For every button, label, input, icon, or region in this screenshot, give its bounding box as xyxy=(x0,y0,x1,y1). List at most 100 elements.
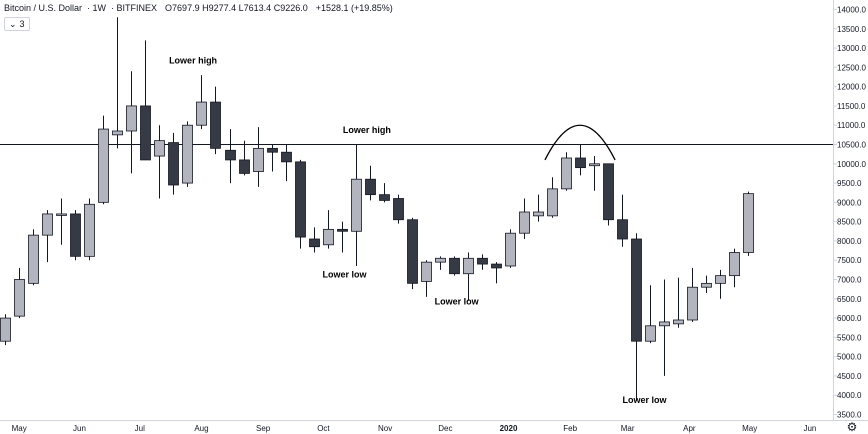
candle[interactable] xyxy=(267,144,278,172)
y-tick-label: 11500.0 xyxy=(837,102,866,111)
candle-body-up xyxy=(182,124,193,184)
candle[interactable] xyxy=(351,144,362,267)
x-tick-label: May xyxy=(742,424,757,433)
legend-ohlc: O7697.9 H9277.4 L7613.4 C9226.0 xyxy=(165,3,308,13)
candle[interactable] xyxy=(729,248,740,288)
candle[interactable] xyxy=(715,269,726,299)
candle[interactable] xyxy=(407,217,418,290)
candle[interactable] xyxy=(168,132,179,195)
rounded-top-arc[interactable] xyxy=(544,124,616,161)
candle[interactable] xyxy=(295,159,306,249)
candle[interactable] xyxy=(210,86,221,155)
candle-body-up xyxy=(729,252,740,277)
candle[interactable] xyxy=(365,165,376,201)
x-tick-label: Nov xyxy=(378,424,392,433)
legend-close: C9226.0 xyxy=(273,3,308,13)
candle-body-up xyxy=(126,105,137,132)
plot-area[interactable] xyxy=(0,17,833,401)
time-axis[interactable]: May Jun Jul Aug Sep Oct Nov Dec 2020 Feb Mar Apr May… xyxy=(0,420,868,434)
candle[interactable] xyxy=(561,152,572,191)
candle[interactable] xyxy=(687,267,698,322)
y-tick-label: 9000.0 xyxy=(837,198,862,207)
candle-body-down xyxy=(575,157,586,169)
candle-body-up xyxy=(547,188,558,217)
candle[interactable] xyxy=(42,210,53,263)
candle[interactable] xyxy=(196,75,207,130)
candle[interactable] xyxy=(0,314,11,346)
candle-body-down xyxy=(168,142,179,186)
candle-body-up xyxy=(519,211,530,234)
candle[interactable] xyxy=(98,115,109,205)
candle-body-up xyxy=(589,163,600,167)
candle[interactable] xyxy=(70,210,81,261)
candle[interactable] xyxy=(323,210,334,249)
candle-body-up xyxy=(715,275,726,284)
candle-body-down xyxy=(337,228,348,232)
candle[interactable] xyxy=(617,194,628,247)
candle[interactable] xyxy=(14,267,25,319)
gear-icon[interactable]: ⚙ xyxy=(846,420,858,434)
candle[interactable] xyxy=(477,254,488,270)
candle[interactable] xyxy=(589,156,600,191)
candle-body-up xyxy=(659,321,670,327)
candle[interactable] xyxy=(575,144,586,176)
candle[interactable] xyxy=(281,144,292,182)
candle[interactable] xyxy=(379,183,390,203)
candle[interactable] xyxy=(533,194,544,222)
candle[interactable] xyxy=(701,275,712,293)
candle-body-up xyxy=(98,128,109,203)
candle[interactable] xyxy=(435,256,446,270)
candle[interactable] xyxy=(225,129,236,184)
candle-body-down xyxy=(295,161,306,238)
candle-body-down xyxy=(449,257,460,275)
candle[interactable] xyxy=(84,198,95,261)
candle-body-up xyxy=(421,261,432,282)
y-tick-label: 12000.0 xyxy=(837,83,866,92)
candle[interactable] xyxy=(56,198,67,245)
candle[interactable] xyxy=(337,221,348,253)
candle-body-down xyxy=(70,213,81,257)
candle[interactable] xyxy=(28,229,39,286)
candle[interactable] xyxy=(239,140,250,176)
candle[interactable] xyxy=(253,127,264,187)
candle[interactable] xyxy=(140,40,151,161)
candle[interactable] xyxy=(659,279,670,376)
candle[interactable] xyxy=(631,233,642,401)
x-tick-label: 2020 xyxy=(500,424,518,433)
candle-body-up xyxy=(505,232,516,267)
candle[interactable] xyxy=(182,121,193,187)
candle[interactable] xyxy=(126,71,137,174)
candle-body-up xyxy=(463,257,474,275)
candle[interactable] xyxy=(519,198,530,240)
candle-body-down xyxy=(225,149,236,161)
candle[interactable] xyxy=(309,227,320,253)
candle[interactable] xyxy=(645,285,656,344)
candle[interactable] xyxy=(112,17,123,149)
candle[interactable] xyxy=(603,163,614,226)
annotation-label: Lower low xyxy=(623,395,668,405)
x-tick-label: Sep xyxy=(256,424,271,433)
candle[interactable] xyxy=(673,277,684,328)
candle[interactable] xyxy=(743,191,754,256)
candle[interactable] xyxy=(547,177,558,218)
candle-body-up xyxy=(561,157,572,190)
y-tick-label: 8500.0 xyxy=(837,218,862,227)
candle[interactable] xyxy=(421,260,432,297)
indicators-toggle[interactable]: ⌄ 3 xyxy=(4,17,30,31)
candle-body-down xyxy=(393,198,404,221)
candle[interactable] xyxy=(491,262,502,284)
candle[interactable] xyxy=(505,229,516,268)
x-tick-label: May xyxy=(12,424,27,433)
candle[interactable] xyxy=(154,125,165,199)
candle-body-up xyxy=(56,213,67,216)
legend-high: H9277.4 xyxy=(202,3,237,13)
candle-body-up xyxy=(687,286,698,321)
candle-body-up xyxy=(533,211,544,217)
candle[interactable] xyxy=(463,252,474,301)
candle[interactable] xyxy=(449,256,460,276)
legend-exchange: BITFINEX xyxy=(116,3,158,13)
candle[interactable] xyxy=(393,194,404,224)
price-axis[interactable]: 14000.0 13500.0 13000.0 12500.0 12000.0 11500… xyxy=(833,0,866,420)
y-tick-label: 4000.0 xyxy=(837,391,862,400)
